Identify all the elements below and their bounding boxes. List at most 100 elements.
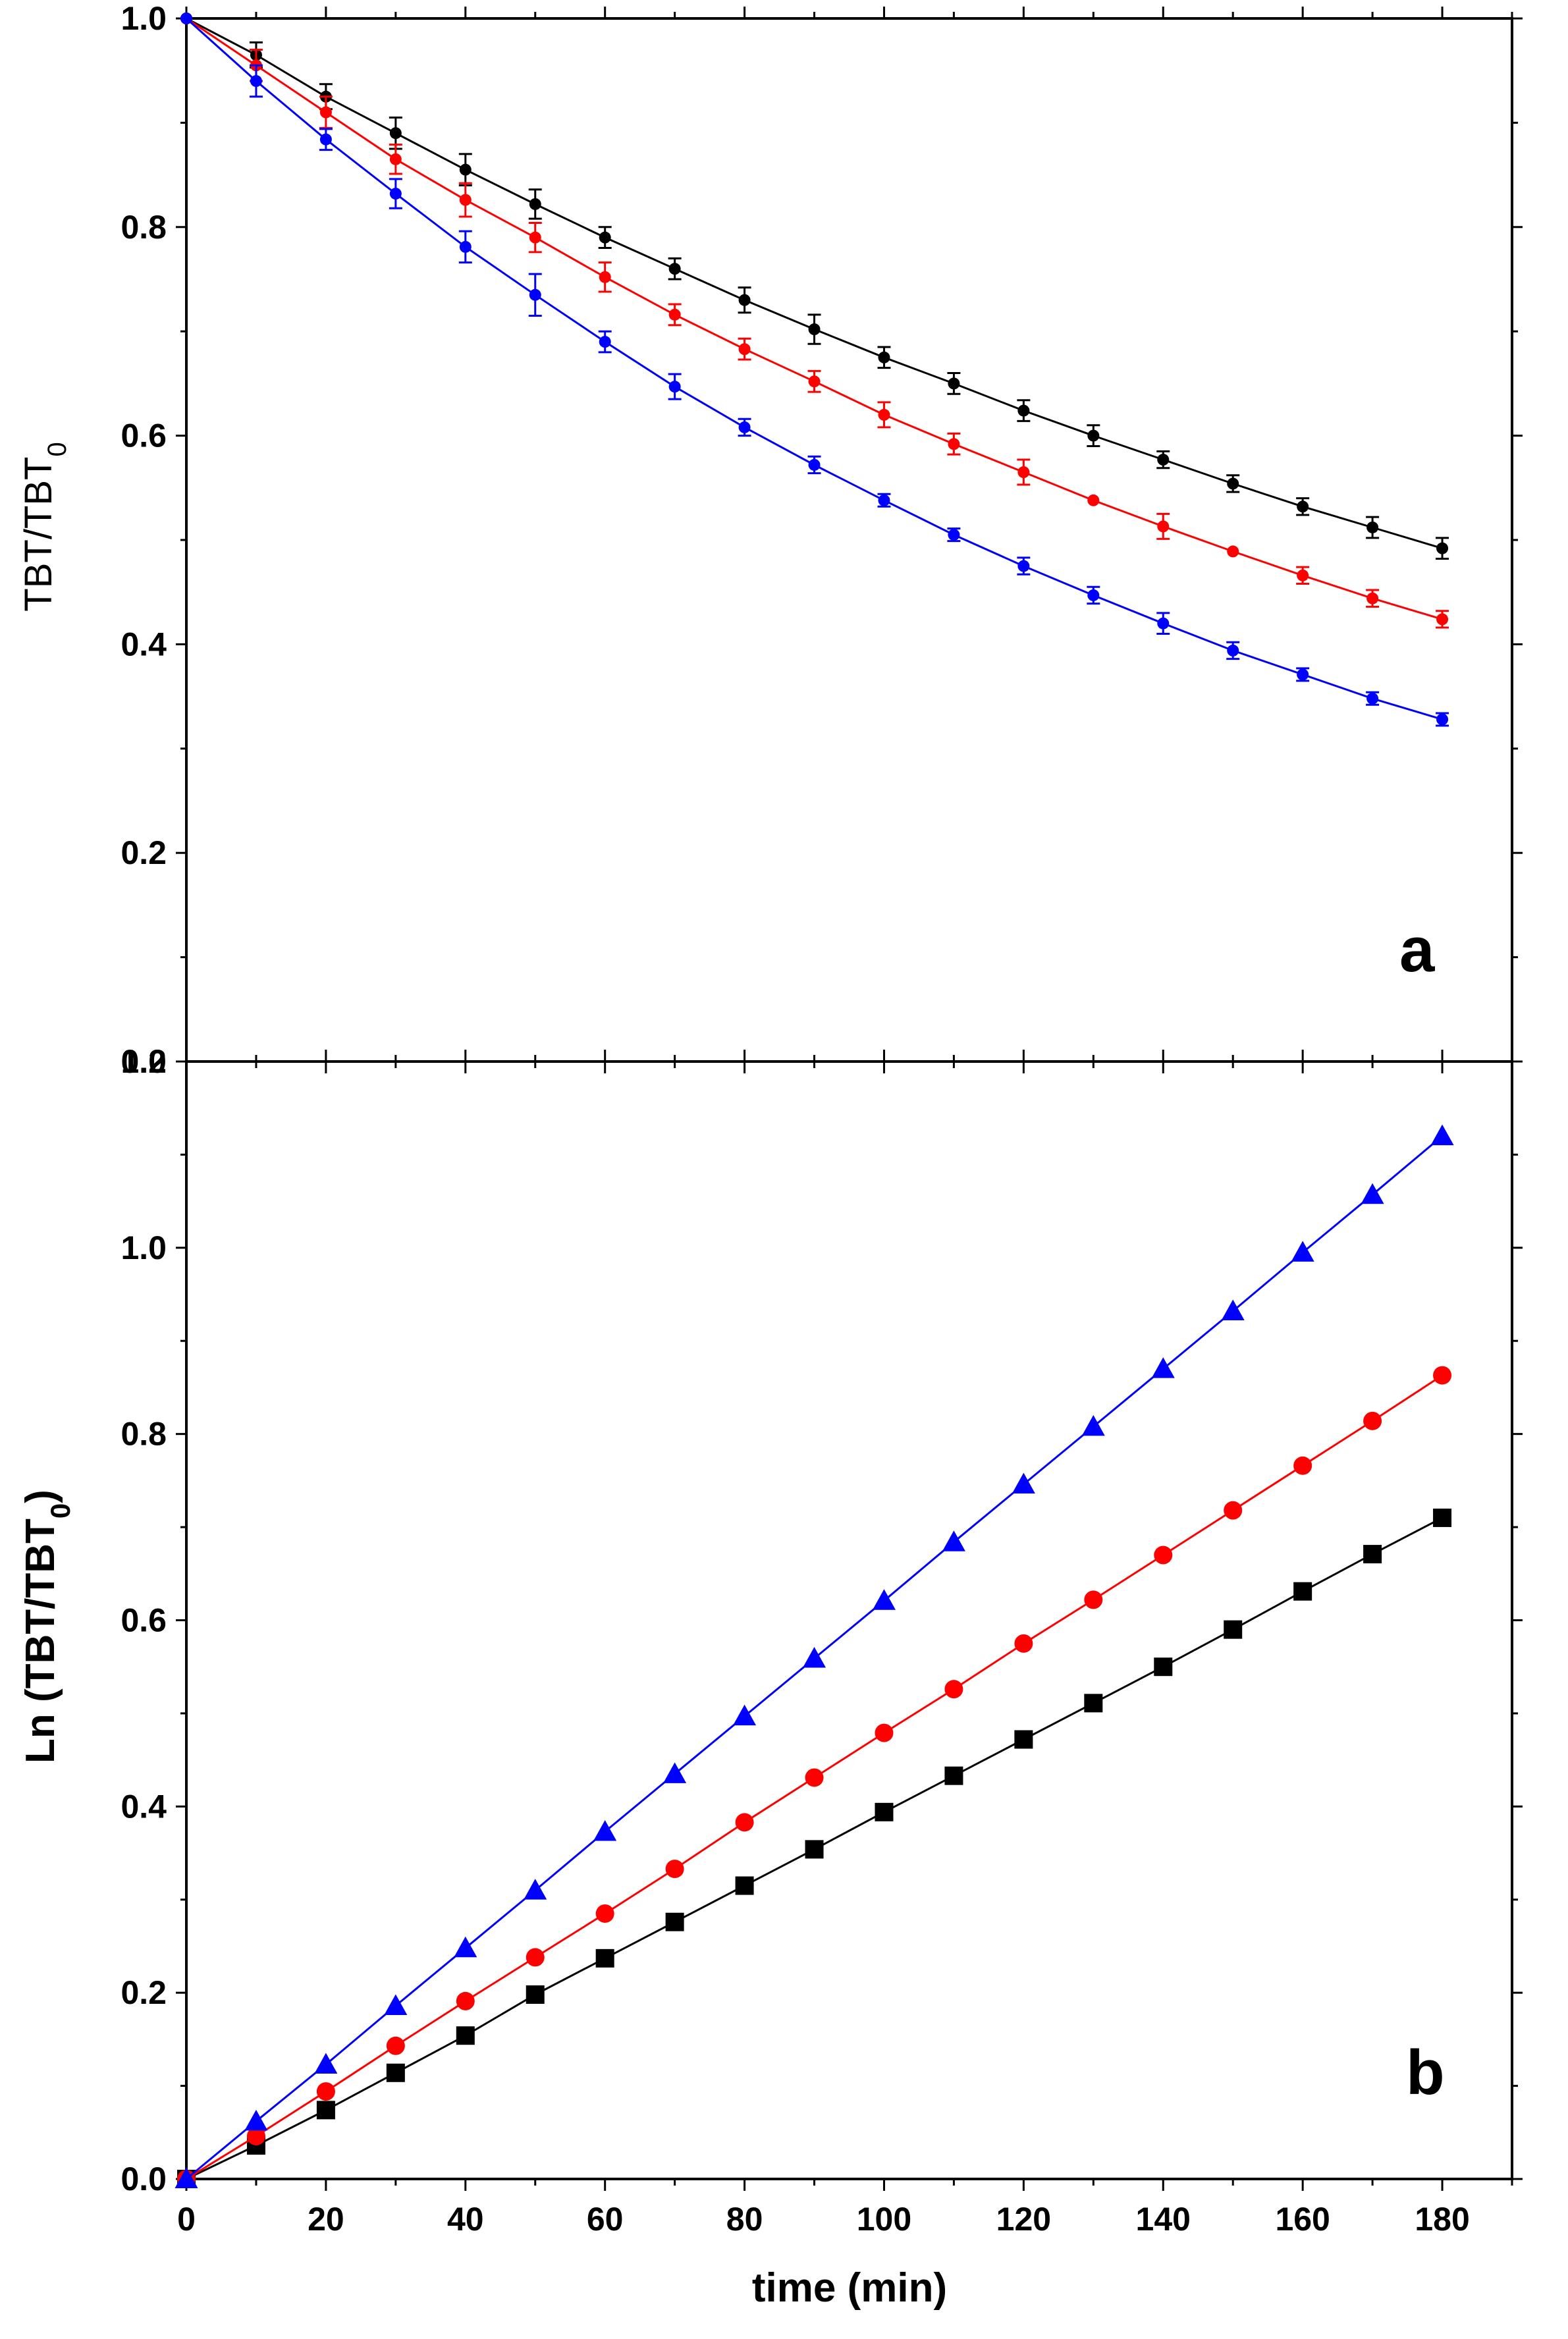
series-red	[180, 13, 1449, 629]
series-blue	[180, 13, 1449, 727]
data-point	[1017, 466, 1030, 479]
data-point	[1227, 545, 1239, 558]
data-point	[663, 1762, 687, 1783]
data-point	[1017, 560, 1030, 572]
data-point	[665, 1860, 684, 1879]
data-point	[316, 2082, 335, 2101]
data-point	[948, 438, 960, 450]
data-point	[1157, 520, 1170, 533]
y-tick-label: 0.0	[121, 2161, 167, 2197]
x-tick-label: 160	[1275, 2201, 1330, 2238]
y-tick-label: 1.0	[121, 1229, 167, 1266]
data-point	[1151, 1357, 1175, 1378]
data-point	[1157, 617, 1170, 630]
x-tick-label: 60	[587, 2201, 624, 2238]
data-point	[246, 2126, 265, 2145]
panel-b-ticks: 0.0 0.2 0.4 0.6 0.8 1.0 1.2 0 20 40 60 80 100 120 140 1…	[121, 1043, 1523, 2238]
data-point	[738, 294, 751, 306]
data-point	[599, 336, 611, 348]
panel-a-letter: a	[1399, 915, 1435, 985]
data-point	[1084, 1590, 1103, 1609]
x-tick-label: 80	[726, 2201, 763, 2238]
data-point	[1366, 692, 1379, 705]
data-point	[529, 288, 541, 301]
data-point	[803, 1646, 826, 1668]
panel-b-series	[175, 1124, 1454, 2188]
data-point	[456, 1991, 475, 2010]
data-point	[459, 194, 472, 206]
data-point	[459, 163, 472, 176]
panel-b-y-axis-title: Ln (TBT/TBT0)	[18, 1490, 76, 1763]
data-point	[526, 1948, 545, 1967]
y-tick-label: 0.6	[121, 417, 167, 454]
data-point	[526, 1985, 545, 2004]
panel-a-plot-frame	[185, 17, 1513, 1063]
data-point	[389, 127, 402, 140]
data-point	[1081, 1414, 1105, 1436]
data-point	[1017, 404, 1030, 417]
panel-a-series	[180, 13, 1449, 727]
data-point	[180, 13, 192, 24]
data-point	[668, 263, 681, 275]
data-point	[872, 1589, 896, 1610]
data-point	[805, 1840, 824, 1859]
data-point	[1227, 477, 1239, 490]
data-point	[175, 2167, 198, 2188]
data-point	[386, 2036, 405, 2055]
data-point	[593, 1820, 617, 1841]
data-point	[529, 231, 541, 244]
data-point	[1012, 1472, 1035, 1494]
y-tick-label: 0.2	[121, 834, 167, 871]
y-tick-label: 0.8	[121, 209, 167, 246]
data-point	[319, 106, 332, 119]
y-tick-label: 0.0	[121, 1043, 167, 1080]
data-point	[595, 1904, 614, 1923]
data-point	[1436, 613, 1449, 626]
data-point	[524, 1879, 547, 1900]
data-point	[1014, 1730, 1033, 1749]
data-point	[316, 2101, 335, 2120]
data-point	[1157, 454, 1170, 466]
data-point	[599, 271, 611, 283]
x-tick-label: 140	[1136, 2201, 1191, 2238]
data-point	[1087, 429, 1100, 442]
data-point	[735, 1876, 754, 1895]
data-point	[875, 1723, 894, 1742]
data-point	[738, 343, 751, 356]
data-point	[1436, 713, 1449, 726]
data-point	[1087, 494, 1100, 506]
x-tick-label: 40	[447, 2201, 484, 2238]
panel-b-x-axis-title: time (min)	[752, 2265, 947, 2311]
data-point	[244, 2109, 268, 2131]
data-point	[808, 458, 821, 471]
data-point	[1087, 589, 1100, 601]
data-point	[1293, 1456, 1312, 1475]
data-point	[459, 240, 472, 253]
data-point	[1366, 592, 1379, 605]
data-point	[1297, 500, 1309, 513]
data-point	[386, 2063, 405, 2082]
x-tick-label: 120	[996, 2201, 1051, 2238]
data-point	[314, 2053, 338, 2074]
data-point	[944, 1680, 963, 1699]
series-blue	[175, 1124, 1454, 2188]
data-point	[1366, 521, 1379, 533]
y-tick-label: 0.6	[121, 1602, 167, 1639]
data-point	[1224, 1501, 1243, 1520]
series-red	[177, 1366, 1452, 2188]
data-point	[1224, 1620, 1243, 1639]
data-point	[1154, 1657, 1173, 1677]
x-tick-label: 0	[177, 2201, 196, 2238]
data-point	[1297, 668, 1309, 681]
data-point	[1363, 1545, 1382, 1564]
data-point	[456, 2026, 475, 2045]
data-point	[944, 1766, 963, 1785]
data-point	[1221, 1299, 1245, 1320]
data-point	[808, 375, 821, 388]
data-point	[319, 133, 332, 146]
panel-a-chart: 0.0 0.2 0.4 0.6 0.8 1.0 a TBT/TBT0	[17, 0, 1523, 1080]
panel-a-y-axis-title: TBT/TBT0	[17, 442, 72, 611]
data-point	[808, 323, 821, 336]
data-point	[1084, 1694, 1103, 1713]
